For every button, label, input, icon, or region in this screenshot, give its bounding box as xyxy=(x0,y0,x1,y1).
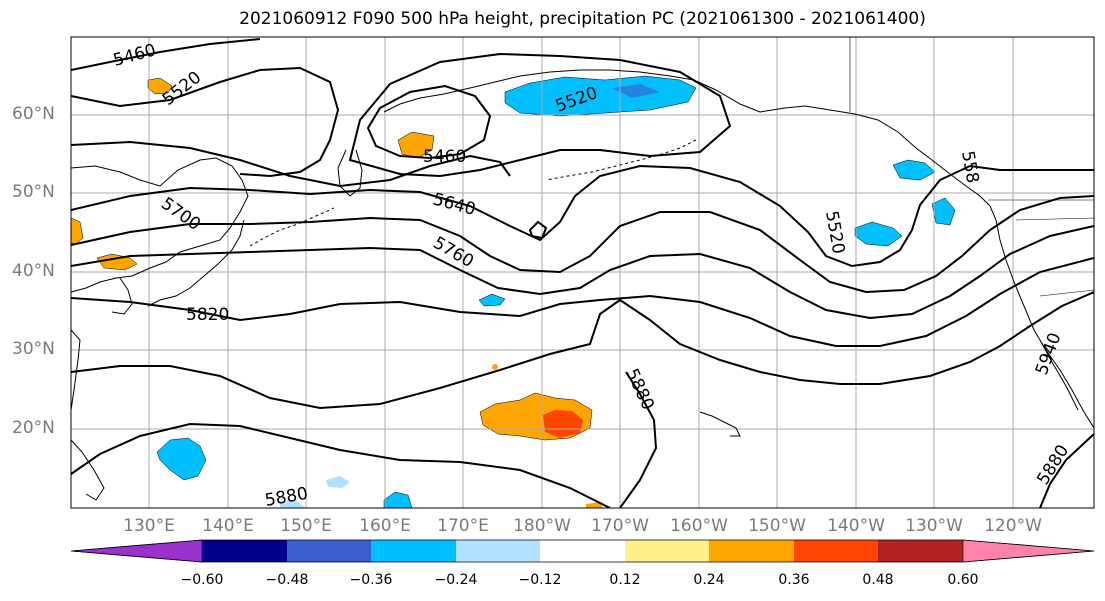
coastline-baja xyxy=(1039,339,1079,411)
contour-5700 xyxy=(71,195,1094,294)
colorbar-segment xyxy=(202,540,287,562)
lon-label: 130°E xyxy=(123,516,175,536)
precip-area xyxy=(147,77,173,95)
lat-label: 50°N xyxy=(12,182,55,202)
colorbar-tick-label: 0.24 xyxy=(693,572,725,588)
lon-label: 120°W xyxy=(984,516,1042,536)
precip-area xyxy=(156,437,207,481)
lon-label: 150°E xyxy=(280,516,332,536)
contour-5520-west xyxy=(71,66,340,178)
lon-label: 160°E xyxy=(359,516,411,536)
precip-area xyxy=(931,197,956,226)
colorbar-tick-label: 0.60 xyxy=(947,572,979,588)
colorbar-tick-label: −0.48 xyxy=(265,572,309,588)
contour-5820 xyxy=(71,257,1094,347)
lon-label: 140°W xyxy=(827,516,885,536)
precip-area xyxy=(892,159,936,181)
colorbar-tick-label: 0.36 xyxy=(778,572,810,588)
coastline-asia xyxy=(71,157,249,293)
colorbar-tick-label: 0.48 xyxy=(862,572,894,588)
contour-5880-east xyxy=(619,371,658,508)
precip-area xyxy=(478,293,506,307)
contour-5580 xyxy=(71,140,511,188)
coastline-kuril xyxy=(249,207,335,247)
precip-positive-areas xyxy=(71,77,603,508)
colorbar-segment xyxy=(625,540,709,562)
colorbar-tick-label: −0.36 xyxy=(349,572,393,588)
precip-area xyxy=(397,131,435,159)
contour-5640 xyxy=(71,164,1094,268)
chart-title: 2021060912 F090 500 hPa height, precipit… xyxy=(239,9,926,29)
lon-label: 140°E xyxy=(202,516,254,536)
lon-label: 170°E xyxy=(437,516,489,536)
lon-label: 150°W xyxy=(748,516,806,536)
coastline-hawaii xyxy=(699,411,741,437)
gridlines xyxy=(71,37,1094,508)
colorbar-segment xyxy=(709,540,794,562)
colorbar-segment xyxy=(794,540,878,562)
colorbar-tick-label: −0.24 xyxy=(434,572,478,588)
coastline-na-west xyxy=(989,205,1094,429)
contour-label: 5820 xyxy=(186,305,229,325)
colorbar-segment xyxy=(540,540,625,562)
contour-5460 xyxy=(71,38,261,71)
colorbar-segment xyxy=(456,540,540,562)
precip-area xyxy=(492,364,498,370)
coastline-japan xyxy=(147,219,245,307)
contour-label: 5460 xyxy=(423,147,466,167)
lon-label: 170°W xyxy=(591,516,649,536)
precip-area xyxy=(280,500,305,508)
lon-label: 130°W xyxy=(905,516,963,536)
colorbar-tick-label: −0.60 xyxy=(180,572,224,588)
colorbar-tick-label: 0.12 xyxy=(609,572,641,588)
coastline-kamchatka xyxy=(337,149,363,197)
colorbar-segment xyxy=(287,540,371,562)
lat-label: 60°N xyxy=(12,104,55,124)
precip-area xyxy=(543,410,583,438)
lat-label: 20°N xyxy=(12,418,55,438)
colorbar-outline xyxy=(70,539,1095,563)
precip-area xyxy=(612,84,660,98)
borders xyxy=(849,37,1094,297)
colorbar-tick-label: −0.12 xyxy=(518,572,562,588)
precip-area xyxy=(586,502,603,508)
coastlines xyxy=(71,69,1094,501)
precip-area xyxy=(326,476,350,488)
coastline-china xyxy=(71,329,81,411)
coastline-alaska xyxy=(383,69,991,207)
precip-area xyxy=(383,491,413,508)
precip-area xyxy=(96,253,138,271)
lon-label: 180°W xyxy=(513,516,571,536)
colorbar-segment xyxy=(371,540,456,562)
lat-label: 30°N xyxy=(12,339,55,359)
colorbar-segment xyxy=(878,540,963,562)
contour-5880-south xyxy=(71,422,611,508)
map-border xyxy=(70,36,1095,509)
contour-5880-se xyxy=(1039,433,1094,508)
contour-5460-low xyxy=(366,84,492,160)
precip-area xyxy=(71,217,84,245)
contour-small-ring xyxy=(528,220,548,240)
coastline-aleutian xyxy=(545,139,697,181)
contour-5760 xyxy=(71,225,1094,320)
precip-area xyxy=(504,75,697,117)
lat-label: 40°N xyxy=(12,261,55,281)
colorbar-extend-right xyxy=(962,539,1095,563)
colorbar xyxy=(70,539,1095,563)
contour-5880-center xyxy=(71,291,1094,410)
height-contours xyxy=(71,38,1094,508)
contour-5520-low xyxy=(348,52,732,178)
colorbar-extend-left xyxy=(70,539,203,563)
coastline-philippines xyxy=(71,439,105,501)
coastline-korea xyxy=(111,277,133,315)
precip-negative-areas xyxy=(156,75,956,508)
lon-label: 160°W xyxy=(670,516,728,536)
precip-area xyxy=(854,221,903,247)
